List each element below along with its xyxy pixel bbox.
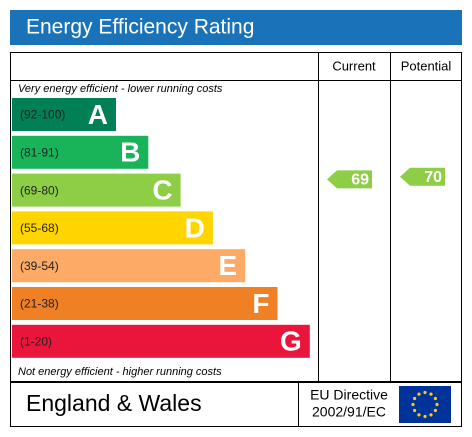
band: [12, 211, 213, 245]
band: [12, 324, 310, 358]
band-range: (92-100): [20, 108, 65, 122]
title-bar: [10, 10, 462, 45]
directive: 2002/91/EC: [312, 404, 386, 420]
col-header: Current: [332, 58, 376, 73]
band-letter: B: [120, 137, 140, 168]
frame: [10, 52, 462, 382]
eu-star: [411, 402, 415, 407]
footer-frame: [10, 382, 462, 427]
band-letter: A: [88, 99, 108, 130]
directive: EU Directive: [310, 387, 388, 403]
eu-star: [433, 396, 437, 401]
region: England & Wales: [26, 390, 202, 416]
band-range: (81-91): [20, 145, 59, 159]
eu-star: [417, 392, 421, 396]
band-letter: G: [280, 326, 302, 357]
eu-star: [435, 402, 439, 407]
band-range: (69-80): [20, 183, 59, 197]
eu-star: [429, 392, 433, 396]
band: [12, 173, 181, 207]
bottom-note: Not energy efficient - higher running co…: [18, 366, 222, 378]
title: Energy Efficiency Rating: [26, 16, 254, 39]
band-letter: E: [219, 250, 238, 281]
band-letter: D: [185, 212, 205, 243]
rating-value: 69: [351, 172, 369, 189]
rating-arrow: [400, 167, 445, 186]
eu-star: [423, 414, 427, 419]
eu-star: [433, 408, 437, 413]
col-header: Potential: [401, 58, 452, 73]
band: [12, 98, 116, 131]
band-range: (55-68): [20, 221, 59, 235]
eu-stars: [411, 390, 439, 419]
band-letter: C: [152, 174, 172, 205]
band-range: (39-54): [20, 259, 59, 273]
top-note: Very energy efficient - lower running co…: [18, 83, 223, 95]
band: [12, 287, 278, 320]
band-letter: F: [252, 288, 269, 319]
band: [12, 135, 149, 169]
rating-arrow: [327, 170, 372, 189]
band: [12, 249, 246, 283]
band-range: (1-20): [20, 334, 52, 348]
eu-star: [413, 408, 417, 413]
eu-star: [417, 413, 421, 417]
rating-value: 70: [424, 169, 442, 186]
eu-star: [429, 413, 433, 417]
eu-star: [423, 390, 427, 395]
eu-star: [413, 396, 417, 401]
band-range: (21-38): [20, 297, 59, 311]
